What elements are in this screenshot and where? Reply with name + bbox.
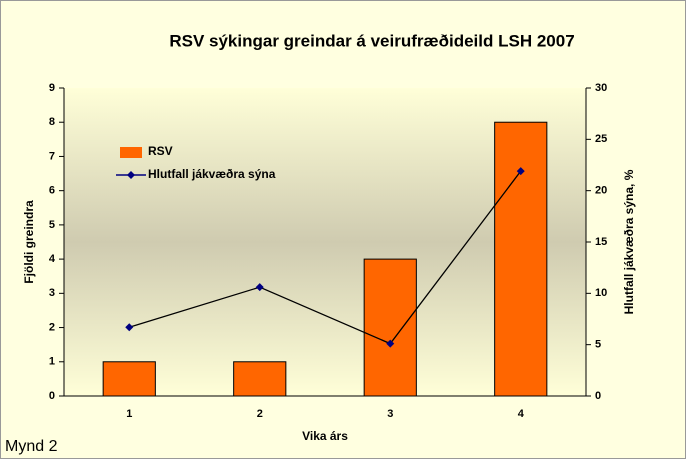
y-tick-label: 6 [49, 185, 55, 197]
y2-tick-label: 0 [595, 390, 601, 402]
y-tick-label: 4 [49, 253, 56, 265]
chart-title: RSV sýkingar greindar á veirufræðideild … [169, 31, 574, 50]
x-tick-label: 4 [518, 408, 525, 420]
y-tick-label: 2 [49, 321, 55, 333]
y2-tick-label: 30 [595, 82, 607, 94]
x-axis-label: Vika árs [302, 429, 348, 443]
y-tick-label: 3 [49, 287, 55, 299]
y-tick-label: 9 [49, 82, 55, 94]
bar [233, 361, 287, 397]
x-tick-label: 3 [387, 408, 393, 420]
y2-tick-label: 10 [595, 287, 607, 299]
legend-label: RSV [148, 144, 173, 158]
marker [386, 339, 395, 348]
y-tick-label: 0 [49, 390, 55, 402]
y2-tick-label: 15 [595, 236, 607, 248]
line [129, 170, 522, 345]
legend-marker [127, 171, 135, 179]
y-tick-label: 7 [49, 150, 55, 162]
bar [102, 361, 156, 397]
marker [516, 167, 525, 176]
y2-tick-label: 5 [595, 339, 601, 351]
bar [494, 121, 548, 397]
marker [255, 283, 264, 292]
legend-swatch [120, 147, 142, 158]
bar [363, 258, 417, 397]
x-tick-label: 1 [126, 408, 132, 420]
marker [125, 323, 134, 332]
y2-axis-label: Hlutfall jákvæðra sýna, % [622, 169, 636, 314]
caption: Mynd 2 [5, 438, 58, 455]
y2-tick-label: 20 [595, 185, 607, 197]
y-tick-label: 5 [49, 219, 55, 231]
y-tick-label: 8 [49, 116, 55, 128]
x-tick-label: 2 [257, 408, 263, 420]
y2-tick-label: 25 [595, 133, 607, 145]
y-axis-label: Fjöldi greindra [22, 200, 36, 284]
y-tick-label: 1 [49, 356, 55, 368]
legend-label: Hlutfall jákvæðra sýna [148, 167, 276, 181]
